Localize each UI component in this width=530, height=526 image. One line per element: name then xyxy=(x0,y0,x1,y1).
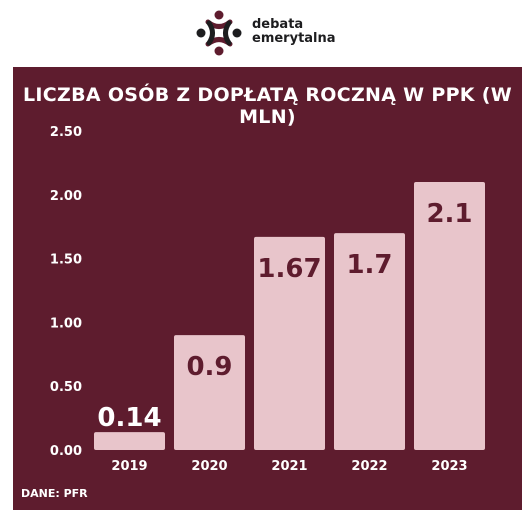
data-label: 2.1 xyxy=(426,199,472,229)
y-tick-label: 1.00 xyxy=(50,316,82,331)
bar-2023 xyxy=(414,182,485,451)
y-tick-label: 2.00 xyxy=(50,189,82,204)
x-tick-label: 2023 xyxy=(431,459,467,474)
data-label: 0.9 xyxy=(186,352,232,382)
y-tick-label: 0.00 xyxy=(50,444,82,459)
bar-2022 xyxy=(334,233,405,450)
chart-title: LICZBA OSÓB Z DOPŁATĄ ROCZNĄ W PPK (W ML… xyxy=(23,84,512,128)
logo-line-1: debata xyxy=(252,17,304,32)
x-tick-label: 2019 xyxy=(111,459,147,474)
data-label: 1.67 xyxy=(257,254,321,284)
x-tick-label: 2020 xyxy=(191,459,227,474)
bar-2019 xyxy=(94,432,165,450)
source-note: DANE: PFR xyxy=(21,487,88,500)
y-tick-label: 2.50 xyxy=(50,125,82,140)
data-label: 0.14 xyxy=(97,403,161,433)
bar-2020 xyxy=(174,335,245,450)
x-tick-label: 2022 xyxy=(351,459,387,474)
bar-2021 xyxy=(254,236,325,450)
logo-people-icon xyxy=(196,10,242,56)
logo-line-2: emerytalna xyxy=(252,31,336,46)
header: debata emerytalna xyxy=(0,0,530,66)
y-tick-label: 0.50 xyxy=(50,380,82,395)
x-tick-label: 2021 xyxy=(271,459,307,474)
logo-wordmark: debata emerytalna xyxy=(252,18,336,46)
y-tick-label: 1.50 xyxy=(50,253,82,268)
logo: debata emerytalna xyxy=(194,9,344,57)
data-label: 1.7 xyxy=(346,250,392,280)
